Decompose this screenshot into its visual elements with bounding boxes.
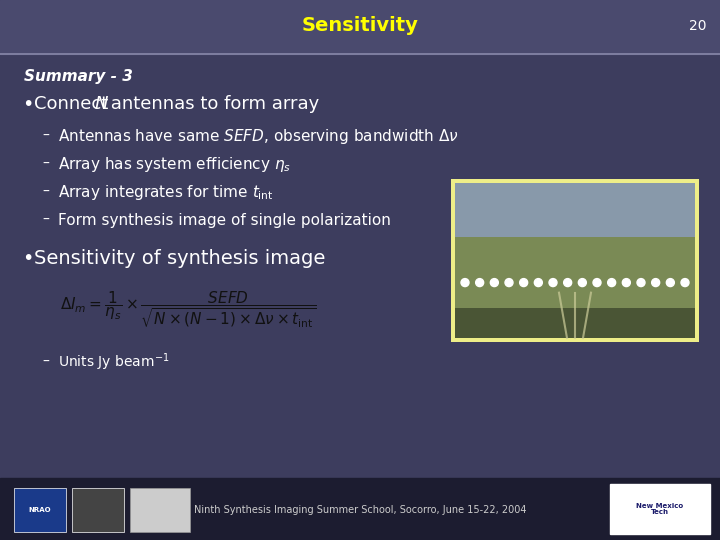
- Text: Units Jy beam$^{-1}$: Units Jy beam$^{-1}$: [58, 351, 169, 373]
- Text: Form synthesis image of single polarization: Form synthesis image of single polarizat…: [58, 213, 391, 227]
- Text: antennas to form array: antennas to form array: [105, 95, 319, 113]
- Circle shape: [666, 279, 675, 287]
- Bar: [14, 488, 66, 532]
- Circle shape: [637, 279, 645, 287]
- Bar: [610, 484, 710, 534]
- Bar: [455, 308, 695, 338]
- Circle shape: [534, 279, 542, 287]
- Bar: [451, 179, 699, 342]
- Circle shape: [549, 279, 557, 287]
- Circle shape: [520, 279, 528, 287]
- Bar: [0, 478, 720, 540]
- Circle shape: [608, 279, 616, 287]
- Circle shape: [622, 279, 630, 287]
- Circle shape: [490, 279, 498, 287]
- Text: Summary - 3: Summary - 3: [24, 69, 133, 84]
- Text: –: –: [42, 157, 49, 171]
- Bar: [455, 237, 695, 338]
- Text: N: N: [95, 95, 109, 113]
- Text: Array has system efficiency $\eta_s$: Array has system efficiency $\eta_s$: [58, 154, 291, 173]
- Circle shape: [461, 279, 469, 287]
- Circle shape: [505, 279, 513, 287]
- Bar: [130, 488, 190, 532]
- Text: Sensitivity: Sensitivity: [302, 16, 418, 36]
- Text: $\Delta I_m = \dfrac{1}{\eta_s} \times \dfrac{\mathit{SEFD}}{\sqrt{N \times (N-1: $\Delta I_m = \dfrac{1}{\eta_s} \times \…: [60, 289, 316, 330]
- Circle shape: [593, 279, 601, 287]
- Text: –: –: [42, 185, 49, 199]
- Text: Ninth Synthesis Imaging Summer School, Socorro, June 15-22, 2004: Ninth Synthesis Imaging Summer School, S…: [194, 505, 526, 515]
- Text: –: –: [42, 355, 49, 369]
- Text: •: •: [22, 248, 33, 267]
- Text: NRAO: NRAO: [29, 507, 51, 513]
- Circle shape: [578, 279, 586, 287]
- Text: Connect: Connect: [34, 95, 114, 113]
- Text: New Mexico
Tech: New Mexico Tech: [636, 503, 683, 516]
- Circle shape: [652, 279, 660, 287]
- Text: Antennas have same $\mathit{SEFD}$, observing bandwidth $\Delta\nu$: Antennas have same $\mathit{SEFD}$, obse…: [58, 126, 459, 145]
- Bar: [0, 0, 720, 54]
- Bar: [72, 488, 124, 532]
- Circle shape: [681, 279, 689, 287]
- Text: –: –: [42, 129, 49, 143]
- Circle shape: [564, 279, 572, 287]
- Text: –: –: [42, 213, 49, 227]
- Bar: [455, 183, 695, 237]
- Circle shape: [476, 279, 484, 287]
- Text: Array integrates for time $t_{\mathrm{int}}$: Array integrates for time $t_{\mathrm{in…: [58, 183, 274, 201]
- Text: 20: 20: [688, 19, 706, 33]
- Text: Sensitivity of synthesis image: Sensitivity of synthesis image: [34, 248, 325, 267]
- Text: •: •: [22, 94, 33, 113]
